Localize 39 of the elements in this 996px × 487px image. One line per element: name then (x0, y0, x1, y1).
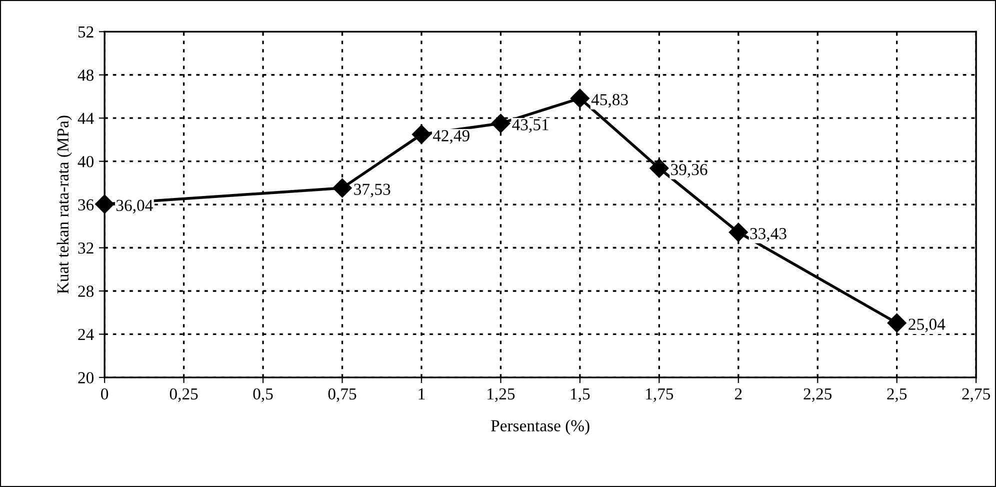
x-tick-label: 1,25 (488, 388, 515, 402)
x-tick-label: 1,75 (646, 388, 674, 402)
x-tick-label: 1 (418, 388, 425, 400)
data-label: 36,04 (116, 200, 153, 214)
x-tick-label: 1,5 (570, 388, 590, 402)
point (332, 178, 352, 198)
point (887, 313, 906, 332)
x-tick-label: 2,25 (804, 388, 832, 402)
y-tick-label: 40 (78, 156, 94, 168)
y-tick-label: 24 (78, 328, 94, 340)
y-tick-label: 44 (78, 112, 94, 124)
point (570, 88, 590, 108)
point (491, 114, 510, 133)
data-label: 43,51 (512, 119, 548, 133)
y-tick-label: 32 (78, 242, 94, 254)
data-label: 42,49 (432, 130, 470, 144)
x-tick-label: 2,5 (887, 388, 907, 402)
data-label: 45,83 (591, 94, 628, 108)
data-label: 37,53 (354, 184, 390, 198)
point (728, 222, 748, 242)
data-label: 39,36 (671, 164, 708, 178)
point (412, 124, 432, 144)
y-tick-label: 52 (78, 26, 94, 38)
x-tick-label: 0,5 (253, 388, 273, 402)
y-axis-title: Kuat tekan rata-rata (MPa) (56, 116, 72, 294)
y-tick-label: 36 (78, 199, 94, 210)
y-tick-label: 48 (78, 70, 94, 81)
x-tick-label: 0 (101, 388, 108, 400)
x-tick-label: 0,25 (170, 388, 198, 402)
x-axis-title: Persentase (%) (491, 420, 590, 435)
y-tick-label: 20 (78, 372, 94, 384)
point (650, 158, 669, 178)
data-label: 33,43 (750, 228, 786, 242)
y-tick-label: 28 (78, 286, 94, 297)
x-tick-label: 2,75 (962, 388, 990, 402)
x-tick-label: 0,75 (328, 388, 356, 402)
point (95, 194, 114, 214)
x-tick-label: 2 (734, 388, 742, 400)
data-label: 25,04 (908, 318, 946, 332)
